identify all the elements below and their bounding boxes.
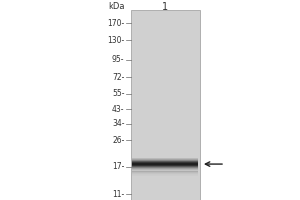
Text: 11-: 11- (112, 190, 124, 199)
Text: 95-: 95- (112, 55, 124, 64)
Text: 34-: 34- (112, 119, 124, 128)
Text: 170-: 170- (107, 19, 124, 28)
Text: 26-: 26- (112, 136, 124, 145)
Text: 1: 1 (162, 2, 168, 12)
Text: 17-: 17- (112, 162, 124, 171)
Text: 130-: 130- (107, 36, 124, 45)
Text: 72-: 72- (112, 73, 124, 82)
Bar (130, 10, 200, 200)
Text: 43-: 43- (112, 105, 124, 114)
Text: 55-: 55- (112, 89, 124, 98)
Text: kDa: kDa (108, 2, 124, 11)
